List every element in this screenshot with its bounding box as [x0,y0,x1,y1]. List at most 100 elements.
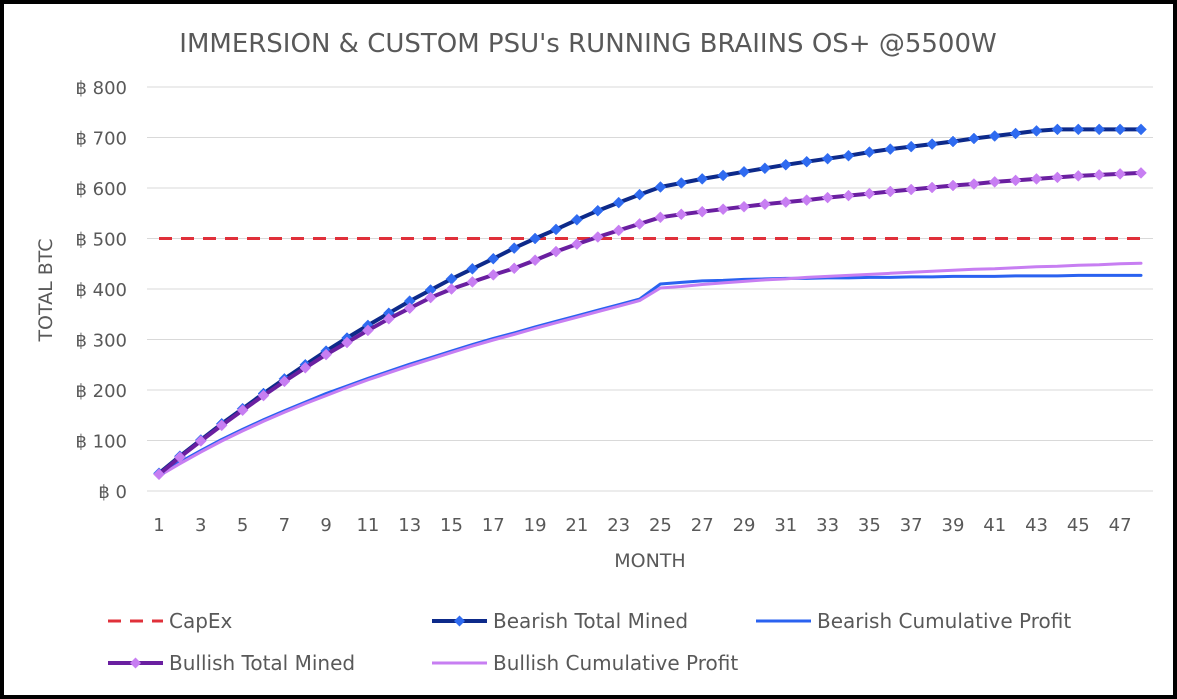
data-point [508,262,521,275]
x-tick-label: 33 [816,515,839,536]
data-point [633,188,646,201]
x-axis-ticks: 1 3 5 7 9 11 13 15 17 19 21 23 25 27 29 31 33 35 37 39 41 43 4… [153,515,1131,536]
data-point [403,302,416,315]
data-point [696,173,709,185]
y-tick-label: ฿ 300 [75,331,127,352]
data-point [696,205,709,218]
series-bearish-cumulative-profit [157,273,1143,476]
chart-title: IMMERSION & CUSTOM PSU's RUNNING BRAIINS… [179,29,996,59]
x-tick-label: 41 [983,515,1006,536]
data-point [821,152,834,165]
data-point [424,291,437,304]
data-point [842,149,855,162]
data-point [947,179,959,192]
x-tick-label: 7 [279,515,290,536]
y-tick-label: ฿ 600 [75,179,127,200]
data-point [1093,123,1106,136]
data-point [341,336,353,349]
data-point [633,218,646,230]
data-point [550,245,562,258]
data-point [654,181,667,193]
x-axis-title: MONTH [614,550,685,572]
data-point [174,451,186,464]
data-point [362,324,374,337]
data-point [1030,173,1043,185]
x-tick-label: 23 [607,515,630,536]
x-tick-label: 29 [733,515,756,536]
x-tick-label: 15 [440,515,463,536]
legend-item: CapEx [108,609,233,633]
data-point [1135,167,1147,179]
data-point [1072,123,1085,136]
data-point [1114,168,1126,180]
data-point [529,254,541,267]
data-point [529,232,541,245]
data-point [382,312,395,325]
data-point [1009,127,1022,140]
data-point [759,198,771,211]
data-point [675,208,688,221]
data-point [759,162,771,175]
legend-marker [130,657,141,669]
data-point [278,375,291,388]
data-point [884,185,897,198]
legend-item: Bearish Cumulative Profit [756,609,1071,633]
y-axis-title: TOTAL BTC [35,238,57,342]
x-tick-label: 21 [565,515,588,536]
data-point [215,419,228,432]
data-point [905,140,918,153]
series-layer [153,123,1147,481]
data-point [905,183,918,196]
x-tick-label: 47 [1109,515,1132,536]
legend-marker [454,615,465,627]
data-point [988,130,1001,142]
data-point [863,146,876,158]
gridlines [147,86,1153,492]
series-bullish-cumulative-profit [157,261,1143,478]
y-axis-ticks: ฿ 0 ฿ 100 ฿ 200 ฿ 300 ฿ 400 ฿ 500 ฿ 600 ฿ 700 ฿ … [75,78,127,503]
data-point [738,165,750,178]
x-tick-label: 27 [691,515,714,536]
data-point [821,191,834,204]
data-point [1114,123,1126,136]
x-tick-label: 3 [195,515,206,536]
x-tick-label: 45 [1067,515,1090,536]
data-point [1051,171,1064,184]
x-tick-label: 5 [237,515,248,536]
data-point [466,276,479,288]
x-tick-label: 39 [942,515,965,536]
data-point [591,231,604,243]
x-tick-label: 11 [356,515,379,536]
series-bullish-total-mined [153,167,1147,481]
x-tick-label: 43 [1025,515,1048,536]
series-line [157,170,1143,477]
data-point [487,269,500,281]
x-tick-label: 1 [153,515,164,536]
data-point [591,204,604,217]
data-point [779,196,792,208]
data-point [800,155,813,168]
data-point [926,138,938,150]
y-tick-label: ฿ 700 [75,129,127,150]
data-point [257,389,270,402]
x-tick-label: 17 [482,515,505,536]
series-line [157,261,1143,478]
legend-label: Bearish Cumulative Profit [817,609,1071,633]
y-tick-label: ฿ 800 [75,78,127,99]
data-point [675,177,688,189]
data-point [571,238,583,250]
x-tick-label: 9 [320,515,331,536]
data-point [968,132,980,145]
data-point [947,135,959,148]
data-point [988,176,1001,188]
data-point [1030,125,1043,137]
y-tick-label: ฿ 100 [75,432,127,453]
data-point [717,203,729,216]
data-point [487,252,500,265]
data-point [194,435,207,447]
x-tick-label: 19 [524,515,547,536]
data-point [800,194,813,206]
data-point [466,262,479,275]
